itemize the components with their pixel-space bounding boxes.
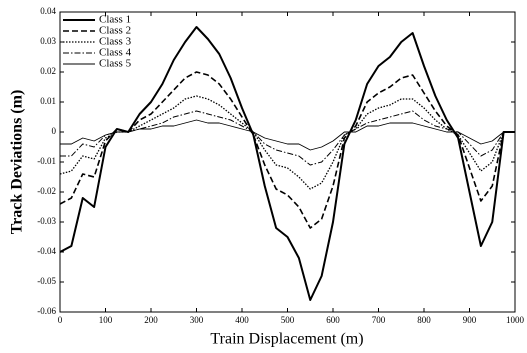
y-tick-label: -0.03 xyxy=(37,216,56,226)
legend-label: Class 5 xyxy=(99,58,132,70)
legend-label: Class 1 xyxy=(99,14,131,26)
x-tick-label: 900 xyxy=(463,315,477,325)
x-tick-label: 700 xyxy=(372,315,386,325)
legend-label: Class 2 xyxy=(99,25,131,37)
series-line xyxy=(59,95,515,190)
x-tick-label: 0 xyxy=(58,315,63,325)
y-tick-label: 0 xyxy=(52,126,57,136)
y-tick-label: -0.04 xyxy=(37,246,56,256)
x-tick-label: 400 xyxy=(235,315,249,325)
x-tick-label: 200 xyxy=(144,315,158,325)
x-tick-label: 1000 xyxy=(506,315,525,325)
series-line xyxy=(60,110,515,166)
series-line xyxy=(59,71,515,229)
x-tick-label: 300 xyxy=(190,315,204,325)
y-tick-label: 0.04 xyxy=(40,6,56,16)
y-tick-label: -0.05 xyxy=(37,276,56,286)
legend-label: Class 3 xyxy=(99,36,132,48)
series-line xyxy=(59,26,515,301)
y-tick-label: -0.06 xyxy=(37,306,56,316)
legend-label: Class 4 xyxy=(99,47,132,59)
y-tick-label: -0.01 xyxy=(37,156,56,166)
y-tick-label: 0.01 xyxy=(40,96,56,106)
x-tick-label: 100 xyxy=(99,315,113,325)
x-tick-label: 600 xyxy=(326,315,340,325)
y-tick-label: 0.03 xyxy=(40,36,56,46)
x-tick-label: 800 xyxy=(417,315,431,325)
y-tick-label: 0.02 xyxy=(40,66,56,76)
series-line xyxy=(60,119,515,151)
y-axis-label: Track Deviations (m) xyxy=(9,90,26,235)
y-tick-label: -0.02 xyxy=(37,186,56,196)
x-tick-label: 500 xyxy=(281,315,295,325)
x-axis-label: Train Displacement (m) xyxy=(210,331,363,348)
